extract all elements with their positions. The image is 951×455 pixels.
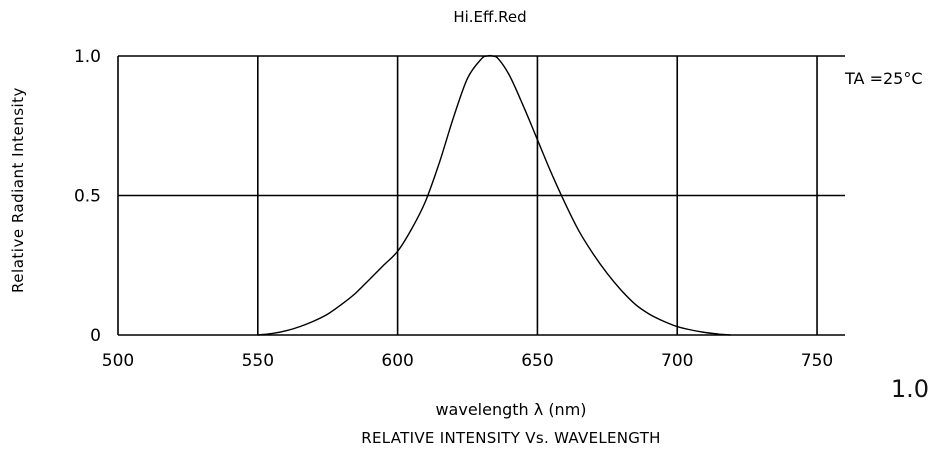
- temperature-annotation: TA =25°C: [844, 69, 923, 88]
- y-tick-label: 0: [90, 326, 101, 346]
- x-axis-label: wavelength λ (nm): [435, 400, 586, 419]
- page-number: 1.0: [891, 375, 929, 403]
- x-tick-label: 700: [661, 351, 693, 371]
- y-tick-labels: 0 0.5 1.0: [74, 47, 101, 346]
- x-tick-label: 500: [102, 351, 134, 371]
- y-axis-label: Relative Radiant Intensity: [9, 87, 27, 293]
- x-tick-label: 600: [381, 351, 413, 371]
- y-tick-label: 0.5: [74, 187, 101, 207]
- x-tick-label: 550: [242, 351, 274, 371]
- grid: [117, 55, 845, 336]
- chart-title: Hi.Eff.Red: [453, 8, 526, 26]
- x-tick-label: 750: [801, 351, 833, 371]
- chart-caption: RELATIVE INTENSITY Vs. WAVELENGTH: [361, 429, 661, 447]
- x-tick-label: 650: [521, 351, 553, 371]
- x-tick-labels: 500 550 600 650 700 750: [102, 351, 833, 371]
- series-line: [257, 54, 731, 336]
- y-tick-label: 1.0: [74, 47, 101, 67]
